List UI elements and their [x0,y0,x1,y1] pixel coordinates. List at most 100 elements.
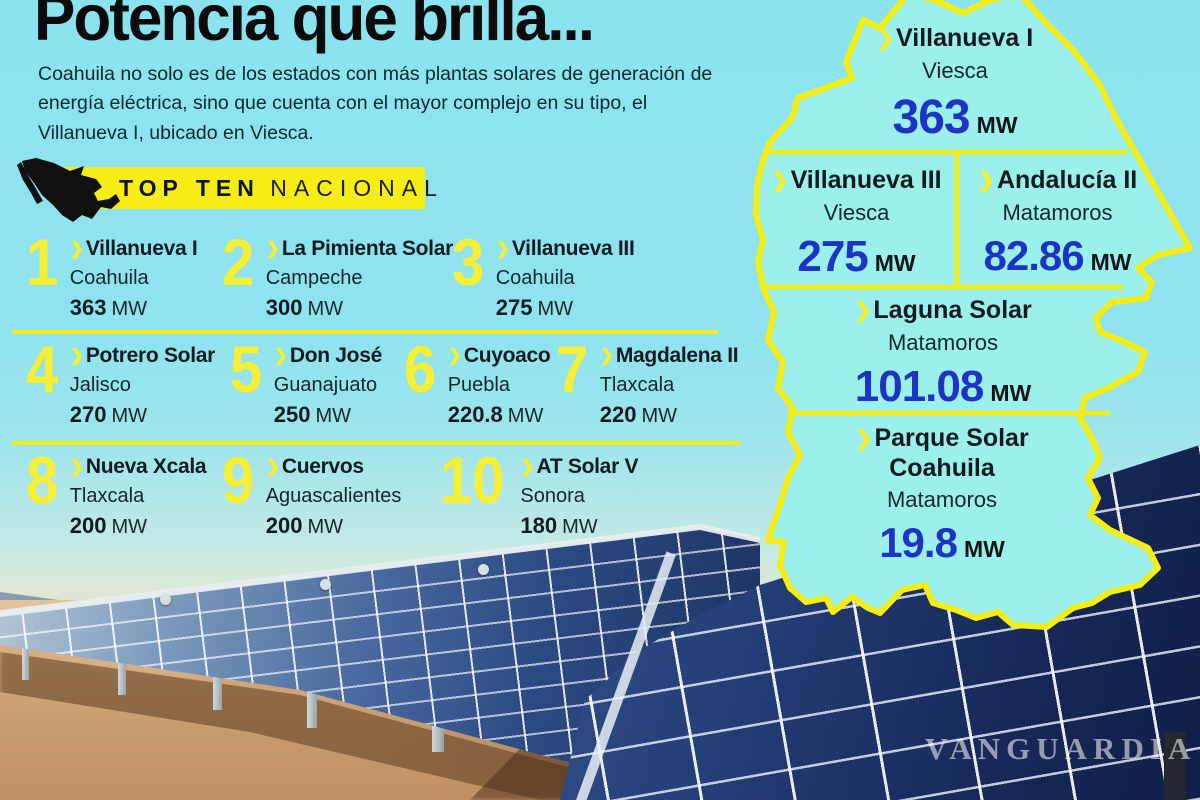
plant-name: Villanueva III [790,166,942,194]
plant-state: Jalisco [69,374,131,396]
rank-number: 8 [26,443,59,517]
plant-mw-value: 180 [520,513,558,538]
plant-mw-value: 200 [69,513,107,538]
plant-state: Coahuila [69,267,149,289]
map-callout-parque-solar-coahuila: ❯Parque Solar Coahuila Matamoros 19.8 MW [822,424,1062,567]
mw-unit: MW [111,298,147,320]
mw-unit: MW [315,405,351,427]
ranking-item-2: 2 ❯La Pimienta Solar Campeche 300 MW [222,225,453,325]
plant-name: Magdalena II [615,344,739,367]
plant-place: Viesca [922,57,988,83]
banner-bold-label: TOP TEN [119,175,260,201]
plant-name: Villanueva III [511,237,635,260]
ranking-item-7: 7 ❯Magdalena II Tlaxcala 220 MW [556,332,739,432]
panel-post [118,640,126,695]
rank-number: 3 [452,225,485,299]
rank-number: 6 [404,332,437,406]
plant-mw-value: 275 [495,295,533,320]
mw-unit: MW [976,111,1018,138]
plant-mw-value: 220 [599,402,637,427]
plant-mw-value: 363 [69,295,107,320]
plant-mw-value: 200 [265,513,303,538]
plant-name: Villanueva I [85,237,198,260]
plant-state: Aguascalientes [265,485,402,507]
page-title: Potencia que brilla... [34,0,595,55]
map-callout-villanueva-3: ❯Villanueva III Viesca 275 MW [764,166,949,282]
plant-state: Tlaxcala [599,374,675,396]
chevron-icon: ❯ [69,238,84,258]
rank-number: 5 [230,332,263,406]
rank-number: 10 [440,443,505,517]
chevron-icon: ❯ [876,27,895,50]
plant-name: Cuyoaco [463,344,551,367]
chevron-icon: ❯ [495,238,510,258]
ranking-item-5: 5 ❯Don José Guanajuato 250 MW [230,332,382,432]
map-callout-laguna-solar: ❯Laguna Solar Matamoros 101.08 MW [808,296,1078,412]
mw-unit: MW [874,249,916,276]
plant-name: Villanueva I [896,24,1034,52]
plant-state: Puebla [447,374,510,396]
mw-unit: MW [1090,248,1132,275]
chevron-icon: ❯ [265,238,280,258]
mw-unit: MW [307,516,343,538]
plant-name: Laguna Solar [873,296,1032,324]
plant-state: Campeche [265,267,363,289]
rank-number: 9 [222,443,255,517]
chevron-icon: ❯ [447,345,462,365]
rank-number: 2 [222,225,255,299]
panel-hub [160,594,171,605]
plant-state: Guanajuato [273,374,378,396]
panel-post [213,650,222,710]
rank-number: 4 [26,332,59,406]
plant-name: AT Solar V [536,455,639,478]
plant-state: Tlaxcala [69,485,145,507]
plant-name-line2: Coahuila [889,453,995,482]
mw-unit: MW [111,516,147,538]
rank-number: 7 [556,332,589,406]
chevron-icon: ❯ [273,345,288,365]
mw-unit: MW [111,405,147,427]
plant-state: Coahuila [495,267,575,289]
plant-place: Matamoros [886,487,998,512]
plant-name: Nueva Xcala [85,455,207,478]
plant-place: Viesca [823,199,890,225]
panel-hub [320,579,331,590]
plant-mw-value: 101.08 [854,361,985,411]
plant-mw-value: 220.8 [447,402,503,427]
plant-mw-value: 19.8 [879,519,958,566]
plant-mw-value: 250 [273,402,311,427]
plant-mw-value: 363 [892,90,971,144]
mw-unit: MW [641,405,677,427]
watermark-name: VANGUARDIA [925,731,1197,766]
plant-state: Sonora [520,485,585,507]
plant-name: Don José [289,344,382,367]
plant-name: Parque Solar [874,424,1029,452]
ranking-item-8: 8 ❯Nueva Xcala Tlaxcala 200 MW [26,443,207,543]
intro-paragraph: Coahuila no solo es de los estados con m… [38,63,713,144]
banner-light-label: NACIONAL [270,175,444,201]
row-divider [12,441,740,445]
ranking-item-6: 6 ❯Cuyoaco Puebla 220.8 MW [404,332,551,432]
ranking-item-10: 10 ❯AT Solar V Sonora 180 MW [440,443,639,543]
chevron-icon: ❯ [977,169,995,192]
chevron-icon: ❯ [855,427,873,450]
mw-unit: MW [307,298,343,320]
map-callout-villanueva-1: ❯Villanueva I Viesca 363 MW [830,24,1080,145]
mexico-map-icon [17,158,120,222]
mw-unit: MW [963,536,1005,562]
coahuila-map [753,0,1193,630]
plant-name: Cuervos [281,455,364,478]
panel-post [307,660,317,728]
mw-unit: MW [562,516,598,538]
map-callout-andalucia-2: ❯Andalucía II Matamoros 82.86 MW [960,166,1155,280]
ranking-item-9: 9 ❯Cuervos Aguascalientes 200 MW [222,443,402,543]
chevron-icon: ❯ [854,299,872,322]
chevron-icon: ❯ [771,169,789,192]
ranking-item-4: 4 ❯Potrero Solar Jalisco 270 MW [26,332,215,432]
watermark: VANGUARDIA│MX [925,731,1200,767]
chevron-icon: ❯ [69,345,84,365]
mw-unit: MW [507,405,544,427]
mw-unit: MW [537,298,573,320]
plant-mw-value: 82.86 [983,231,1085,279]
panel-hub [478,564,489,575]
